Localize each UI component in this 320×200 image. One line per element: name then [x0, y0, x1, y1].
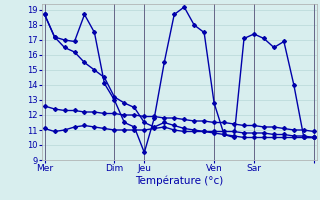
X-axis label: Température (°c): Température (°c) — [135, 176, 223, 186]
